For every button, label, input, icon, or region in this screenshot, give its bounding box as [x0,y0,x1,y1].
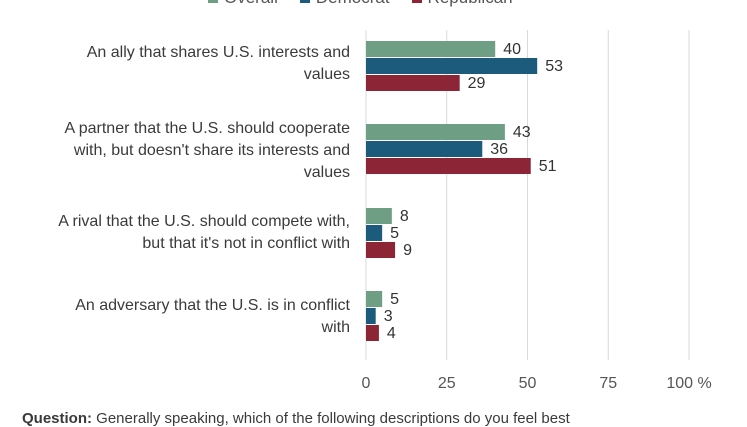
category-label-line: An adversary that the U.S. is in conflic… [75,297,350,314]
bar [366,291,383,307]
data-label: 5 [390,291,399,308]
category-label-rival: A rival that the U.S. should compete wit… [10,211,350,255]
category-label-adversary: An adversary that the U.S. is in conflic… [10,295,350,339]
question-text: Question: Generally speaking, which of t… [22,410,570,427]
category-label-line: with, but doesn't share its interests an… [73,142,350,159]
legend-label-overall: Overall [224,0,278,8]
data-label: 40 [503,41,521,58]
category-label-line: A rival that the U.S. should compete wit… [58,213,350,230]
bar [366,75,460,91]
x-tick-label: 25 [438,375,456,392]
x-tick-label: 75 [599,375,617,392]
category-label-line: values [303,164,350,181]
bar [366,242,396,258]
data-label: 36 [490,141,508,158]
bar [366,308,376,324]
category-label-partner: A partner that the U.S. should cooperate… [10,118,350,184]
x-tick-label: 0 [362,375,371,392]
bar [366,208,392,224]
legend-item-overall: Overall [208,0,278,8]
bar [366,141,483,157]
data-label: 9 [403,242,412,259]
category-label-ally: An ally that shares U.S. interests and v… [10,42,350,86]
legend-item-republican: Republican [411,0,513,8]
legend-swatch-republican [411,0,422,3]
data-label: 53 [545,58,563,75]
bar [366,41,496,57]
bar [366,225,383,241]
data-label: 51 [539,158,557,175]
category-label-line: An ally that shares U.S. interests and [86,44,350,61]
data-label: 8 [400,208,409,225]
data-label: 3 [384,308,393,325]
data-label: 43 [513,124,531,141]
bar [366,325,379,341]
legend-item-democrat: Democrat [299,0,390,8]
x-tick-label: 100 % [666,375,711,392]
category-label-line: A partner that the U.S. should cooperate [64,120,350,137]
legend-swatch-democrat [299,0,310,3]
legend-label-republican: Republican [428,0,513,8]
legend-swatch-overall [208,0,218,3]
category-label-line: with [321,319,350,336]
x-tick-label: 50 [519,375,537,392]
data-label: 5 [390,225,399,242]
bar [366,124,505,140]
chart-legend: Overall Democrat Republican [208,0,513,8]
category-label-line: but that it's not in conflict with [142,235,350,252]
question-prefix: Question: [22,410,92,427]
data-label: 29 [468,75,486,92]
data-label: 4 [387,325,396,342]
category-label-line: values [303,66,350,83]
bar [366,58,538,74]
question-body: Generally speaking, which of the followi… [96,410,570,427]
bar [366,158,531,174]
legend-label-democrat: Democrat [316,0,390,8]
